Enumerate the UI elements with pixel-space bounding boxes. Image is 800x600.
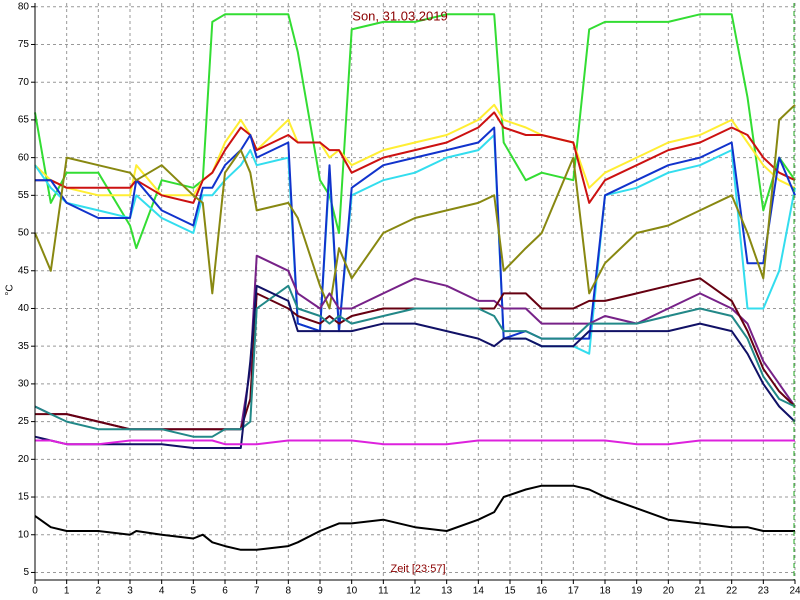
series-line <box>34 104 796 310</box>
y-tick-label: 55 <box>18 190 30 201</box>
x-tick-label: 4 <box>159 586 165 597</box>
grid <box>34 3 796 580</box>
x-tick-label: 12 <box>409 586 421 597</box>
series-line <box>34 103 796 197</box>
y-tick-label: 35 <box>18 341 30 352</box>
y-tick-label: 60 <box>18 152 30 163</box>
y-tick-label: 75 <box>18 39 30 50</box>
x-tick-label: 24 <box>789 586 800 597</box>
y-axis-label: °C <box>5 284 16 295</box>
x-tick-label: 13 <box>441 586 453 597</box>
x-tick-label: 20 <box>663 586 675 597</box>
series-line <box>35 111 796 204</box>
y-tick-label: 40 <box>18 303 30 314</box>
y-tick-label: 15 <box>18 492 30 503</box>
series-line <box>35 126 796 340</box>
x-tick-label: 7 <box>254 586 260 597</box>
x-tick-label: 10 <box>346 586 358 597</box>
y-tick-label: 25 <box>18 416 30 427</box>
x-tick-label: 22 <box>726 586 738 597</box>
x-tick-label: 15 <box>504 586 516 597</box>
y-tick-label: 70 <box>18 77 30 88</box>
x-tick-label: 1 <box>64 586 70 597</box>
x-tick-label: 23 <box>758 586 770 597</box>
series-line <box>35 277 796 431</box>
x-tick-label: 3 <box>127 586 133 597</box>
x-tick-label: 5 <box>191 586 197 597</box>
y-tick-label: 50 <box>18 228 30 239</box>
series-line <box>34 284 796 449</box>
chart-title: Son, 31.03.2019 <box>352 8 447 23</box>
y-tick-label: 5 <box>23 567 29 578</box>
series-line <box>34 284 796 438</box>
x-tick-label: 2 <box>96 586 102 597</box>
series-line <box>34 13 796 250</box>
series-line <box>34 484 795 551</box>
y-tick-label: 80 <box>18 1 30 12</box>
x-tick-label: 8 <box>286 586 292 597</box>
x-tick-label: 17 <box>568 586 580 597</box>
x-tick-label: 6 <box>222 586 228 597</box>
x-tick-label: 0 <box>32 586 38 597</box>
y-tick-label: 65 <box>18 115 30 126</box>
x-tick-label: 11 <box>378 586 389 597</box>
x-tick-label: 21 <box>694 586 706 597</box>
x-axis-label: Zeit [23:57] <box>390 563 445 575</box>
x-tick-label: 16 <box>536 586 548 597</box>
x-tick-label: 19 <box>631 586 643 597</box>
x-tick-label: 9 <box>317 586 323 597</box>
x-tick-label: 14 <box>473 586 485 597</box>
plot <box>34 13 796 551</box>
y-tick-label: 30 <box>18 379 30 390</box>
y-tick-label: 20 <box>18 454 30 465</box>
y-tick-label: 10 <box>18 529 30 540</box>
x-tick-label: 18 <box>599 586 611 597</box>
series-line <box>35 439 795 446</box>
y-tick-label: 45 <box>18 265 30 276</box>
